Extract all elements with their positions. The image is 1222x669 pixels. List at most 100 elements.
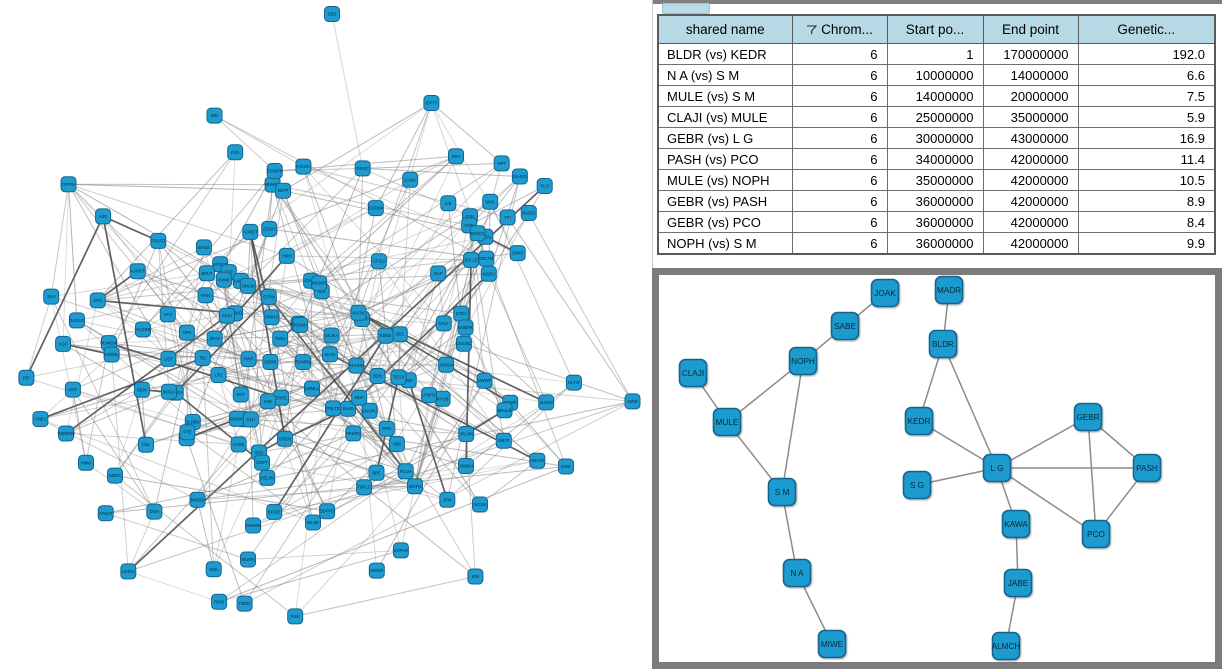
table-row[interactable]: NOPH (vs) S M 6 36000000 42000000 9.9 — [657, 232, 1216, 255]
overview-node[interactable]: ISLF — [430, 265, 447, 282]
overview-node[interactable]: ANEJ — [32, 411, 49, 428]
overview-node[interactable]: HBK — [388, 436, 405, 452]
overview-node[interactable]: LIDT — [160, 350, 177, 367]
overview-node[interactable]: OUGUG — [68, 312, 85, 329]
overview-node[interactable]: IJBS — [324, 6, 340, 22]
overview-node[interactable]: HMH — [278, 247, 295, 264]
column-header-start-point[interactable]: Start po... — [886, 14, 984, 44]
overview-node[interactable]: PLH — [536, 178, 553, 194]
overview-node[interactable]: RGKMA — [292, 316, 309, 333]
overview-node[interactable]: FJCDH — [295, 158, 312, 175]
overview-node[interactable]: DROC — [354, 160, 371, 177]
overview-node[interactable]: PRN — [378, 420, 395, 437]
overview-node[interactable]: BRULB — [496, 402, 513, 419]
overview-node[interactable]: PMW — [78, 454, 94, 471]
overview-node[interactable]: RNN — [197, 287, 214, 304]
overview-node[interactable]: PWR — [240, 351, 257, 368]
overview-node[interactable]: AFSUT — [97, 505, 114, 522]
network-node-KEDR[interactable]: KEDR — [904, 406, 934, 436]
overview-node[interactable]: WGFG — [407, 478, 423, 495]
overview-node[interactable]: FTE — [179, 424, 196, 441]
overview-node[interactable]: NMOC — [107, 467, 123, 484]
overview-node[interactable]: EWK — [558, 458, 574, 475]
overview-node[interactable]: OHLW — [239, 277, 256, 294]
overview-node[interactable]: JLIWO — [538, 394, 555, 411]
overview-node[interactable]: DDPFG — [319, 503, 336, 520]
overview-node[interactable]: TBFLC — [356, 479, 373, 496]
overview-node[interactable]: FTI — [499, 209, 516, 226]
overview-node[interactable]: SKJO — [321, 346, 338, 363]
overview-node[interactable]: BABS — [195, 239, 212, 256]
detail-network-canvas[interactable]: JOAK MADR SABE NOPH CLAJI BLDR MULE KEDR GEBR L G… — [659, 275, 1215, 662]
network-node-ALMCH[interactable]: ALMCH — [992, 631, 1021, 661]
overview-network-panel[interactable]: IJBS LTU TBJ JPNHO GNURU JLDBN CGC DDPFG EJGBW AM… — [0, 0, 652, 669]
overview-node[interactable]: FCUH — [397, 463, 414, 480]
overview-node[interactable]: EPB — [89, 292, 106, 309]
overview-node[interactable]: LTU — [210, 367, 227, 383]
table-row[interactable]: PASH (vs) PCO 6 34000000 42000000 11.4 — [657, 148, 1216, 170]
overview-node[interactable]: EJGBW — [367, 200, 384, 217]
overview-node[interactable]: DHNWN — [245, 517, 261, 534]
overview-node[interactable]: AMAJG — [529, 452, 546, 469]
overview-node[interactable]: WCSK — [472, 496, 488, 513]
overview-node[interactable]: AOISM — [438, 356, 455, 373]
overview-node[interactable]: GLH — [242, 411, 259, 428]
overview-node[interactable]: KUON — [350, 304, 367, 321]
overview-node[interactable]: GBKF — [509, 245, 526, 262]
overview-node[interactable]: TBJ — [194, 350, 211, 366]
overview-node[interactable]: CKCMC — [455, 335, 472, 352]
overview-node[interactable]: DAJSS — [511, 168, 528, 185]
overview-node[interactable]: JPW — [439, 491, 456, 508]
overview-node[interactable]: EEFP — [275, 182, 292, 199]
network-node-NOPH[interactable]: NOPH — [788, 346, 818, 376]
overview-node[interactable]: BDB — [369, 368, 386, 384]
overview-node[interactable]: TMSJ — [272, 330, 289, 347]
overview-node[interactable]: OELPK — [259, 469, 276, 486]
network-node-CLAJI[interactable]: CLAJI — [678, 358, 708, 388]
overview-node[interactable]: MDP — [351, 389, 368, 406]
overview-node[interactable]: BRF — [368, 464, 385, 481]
overview-node[interactable]: WBTF — [495, 432, 512, 449]
network-node-NA[interactable]: N A — [782, 558, 812, 588]
overview-node[interactable]: SKJKA — [323, 327, 340, 344]
overview-node[interactable]: UKDIA — [120, 563, 137, 580]
table-row[interactable]: MULE (vs) NOPH 6 35000000 42000000 10.5 — [657, 169, 1216, 191]
overview-node[interactable]: PKKPC — [345, 425, 362, 442]
overview-node[interactable]: BFDIE — [266, 503, 283, 520]
overview-network-canvas[interactable]: IJBS LTU TBJ JPNHO GNURU JLDBN CGC DDPFG EJGBW AM… — [0, 0, 652, 669]
overview-node[interactable]: AJHGT — [129, 263, 146, 280]
network-node-JABE[interactable]: JABE — [1003, 568, 1033, 598]
overview-node[interactable]: TEGS — [390, 369, 407, 386]
overview-node[interactable]: DELTM — [478, 250, 495, 267]
network-node-LG[interactable]: L G — [982, 453, 1012, 483]
network-node-SM[interactable]: S M — [767, 477, 797, 507]
overview-node[interactable]: WHISN — [229, 410, 245, 427]
overview-node[interactable]: BBW — [133, 381, 150, 398]
overview-node[interactable]: WLIW — [305, 514, 321, 531]
overview-node[interactable]: IWJL — [482, 193, 499, 210]
overview-node[interactable]: OWD — [624, 393, 641, 410]
overview-node[interactable]: RDMRK — [295, 354, 312, 370]
overview-node[interactable]: JRAA — [206, 330, 223, 347]
overview-node[interactable]: CFDU — [370, 253, 387, 270]
overview-node[interactable]: GNURU — [361, 402, 378, 419]
overview-node[interactable]: PNLTD — [325, 400, 341, 417]
overview-node[interactable]: HLTW — [565, 374, 582, 391]
overview-node[interactable]: AEC — [391, 326, 408, 343]
network-node-BLDR[interactable]: BLDR — [928, 329, 958, 359]
network-node-PCO[interactable]: PCO — [1081, 519, 1111, 549]
overview-node[interactable]: ILB — [440, 195, 457, 212]
overview-node[interactable]: JKAI — [43, 288, 60, 305]
network-node-MIWE[interactable]: MIWE — [817, 629, 847, 659]
overview-node[interactable]: MURR — [240, 551, 256, 568]
table-row[interactable]: MULE (vs) S M 6 14000000 20000000 7.5 — [657, 85, 1216, 107]
overview-node[interactable]: RJN — [227, 144, 244, 161]
overview-node[interactable]: OALT — [435, 315, 452, 332]
overview-node[interactable]: KWW — [215, 271, 232, 288]
overview-node[interactable]: KHUB — [434, 390, 451, 407]
overview-node[interactable]: RDW — [211, 593, 228, 610]
overview-node[interactable]: MJGU — [161, 383, 177, 400]
table-row[interactable]: BLDR (vs) KEDR 6 1 170000000 192.0 — [657, 43, 1216, 65]
overview-node[interactable]: DOH — [146, 503, 163, 520]
column-header-end-point[interactable]: End point — [982, 14, 1079, 44]
